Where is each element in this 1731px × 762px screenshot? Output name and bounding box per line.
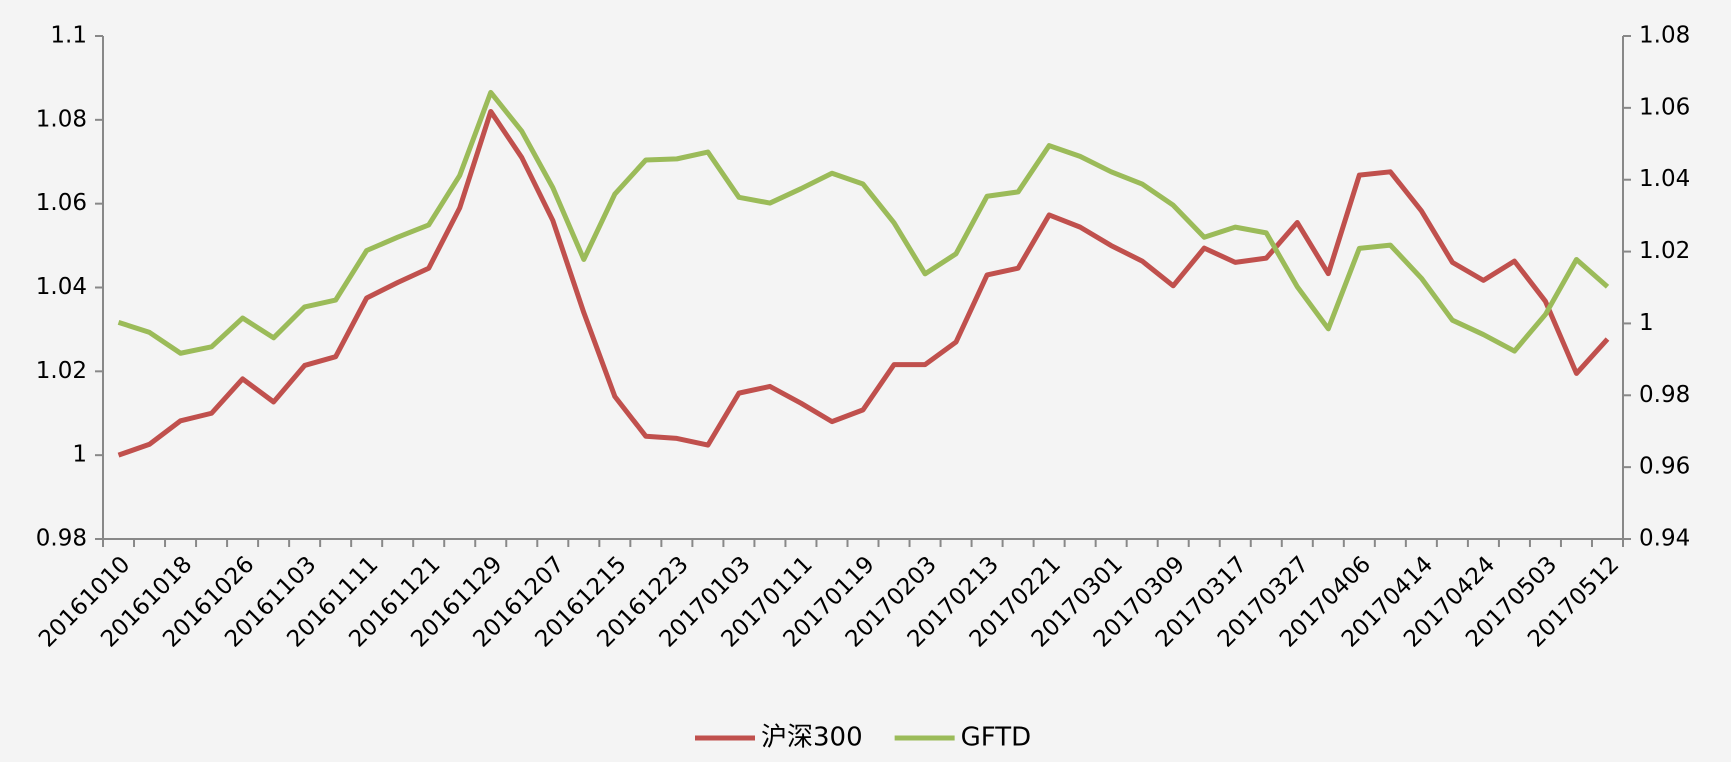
y-tick-label: 1.04 <box>36 274 87 300</box>
y2-tick-label: 1.04 <box>1639 166 1690 192</box>
y2-tick-label: 0.96 <box>1639 454 1690 480</box>
y2-tick-label: 1 <box>1639 310 1654 336</box>
y2-tick-label: 1.06 <box>1639 94 1690 120</box>
y2-tick-label: 0.94 <box>1639 526 1690 552</box>
y-tick-label: 0.98 <box>36 526 87 552</box>
y-tick-label: 1.08 <box>36 106 87 132</box>
legend-label: 沪深300 <box>761 723 863 753</box>
legend-label: GFTD <box>961 723 1032 753</box>
y-tick-label: 1 <box>72 442 87 468</box>
y-tick-label: 1.06 <box>36 190 87 216</box>
series-line <box>117 108 1610 458</box>
y2-tick-label: 1.08 <box>1639 23 1690 49</box>
series-line <box>117 89 1610 356</box>
y-tick-label: 1.02 <box>36 358 87 384</box>
y-tick-label: 1.1 <box>50 23 87 49</box>
y2-tick-label: 0.98 <box>1639 382 1690 408</box>
y2-tick-label: 1.02 <box>1639 238 1690 264</box>
